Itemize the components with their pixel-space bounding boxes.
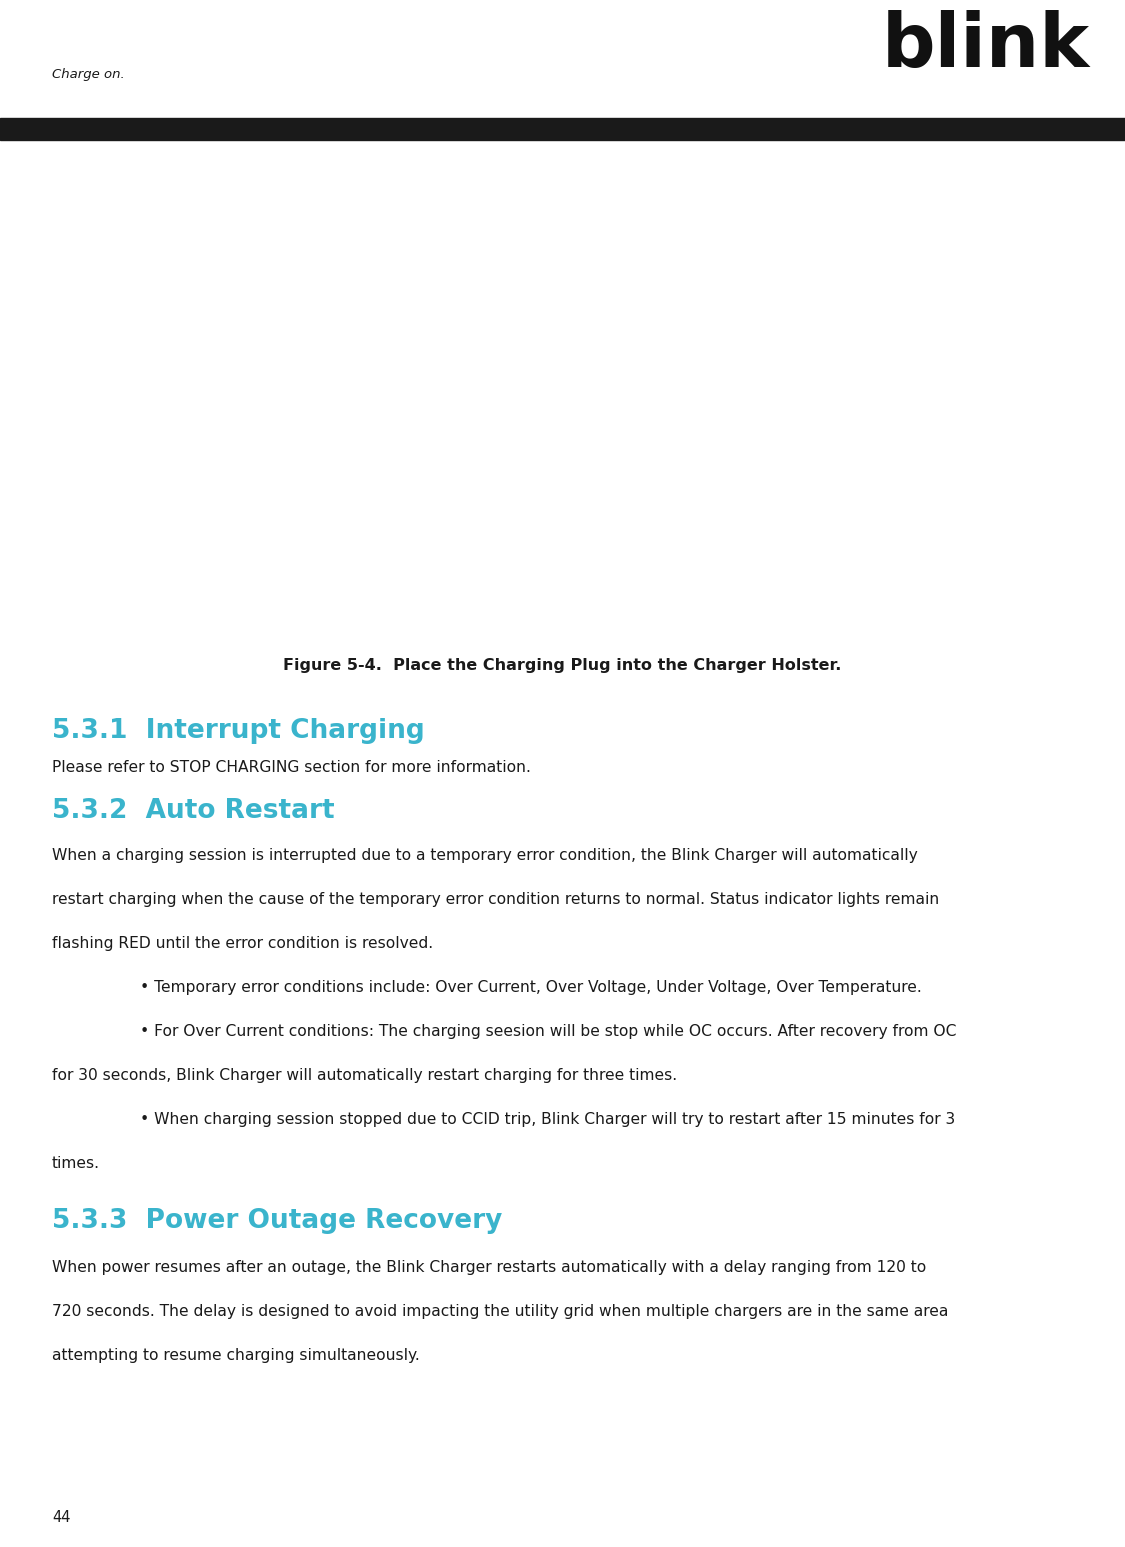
Text: 5.3.3  Power Outage Recovery: 5.3.3 Power Outage Recovery <box>52 1208 503 1235</box>
Bar <box>0 118 1125 139</box>
Text: 5.3.1  Interrupt Charging: 5.3.1 Interrupt Charging <box>52 718 425 744</box>
Text: Please refer to STOP CHARGING section for more information.: Please refer to STOP CHARGING section fo… <box>52 760 531 775</box>
Text: attempting to resume charging simultaneously.: attempting to resume charging simultaneo… <box>52 1347 420 1363</box>
Text: 720 seconds. The delay is designed to avoid impacting the utility grid when mult: 720 seconds. The delay is designed to av… <box>52 1304 948 1320</box>
Text: • For Over Current conditions: The charging seesion will be stop while OC occurs: • For Over Current conditions: The charg… <box>140 1024 956 1040</box>
Text: times.: times. <box>52 1156 100 1171</box>
Text: Charge on.: Charge on. <box>52 68 125 80</box>
Text: restart charging when the cause of the temporary error condition returns to norm: restart charging when the cause of the t… <box>52 893 939 907</box>
Text: 44: 44 <box>52 1510 71 1525</box>
Text: 5.3.2  Auto Restart: 5.3.2 Auto Restart <box>52 798 334 825</box>
Text: • When charging session stopped due to CCID trip, Blink Charger will try to rest: • When charging session stopped due to C… <box>140 1112 955 1128</box>
Text: Figure 5-4.  Place the Charging Plug into the Charger Holster.: Figure 5-4. Place the Charging Plug into… <box>284 657 842 673</box>
Text: When power resumes after an outage, the Blink Charger restarts automatically wit: When power resumes after an outage, the … <box>52 1259 926 1275</box>
Text: blink: blink <box>882 9 1090 84</box>
Text: When a charging session is interrupted due to a temporary error condition, the B: When a charging session is interrupted d… <box>52 848 918 863</box>
Text: • Temporary error conditions include: Over Current, Over Voltage, Under Voltage,: • Temporary error conditions include: Ov… <box>140 979 921 995</box>
Text: flashing RED until the error condition is resolved.: flashing RED until the error condition i… <box>52 936 433 951</box>
Text: for 30 seconds, Blink Charger will automatically restart charging for three time: for 30 seconds, Blink Charger will autom… <box>52 1067 677 1083</box>
Bar <box>0 149 1125 628</box>
